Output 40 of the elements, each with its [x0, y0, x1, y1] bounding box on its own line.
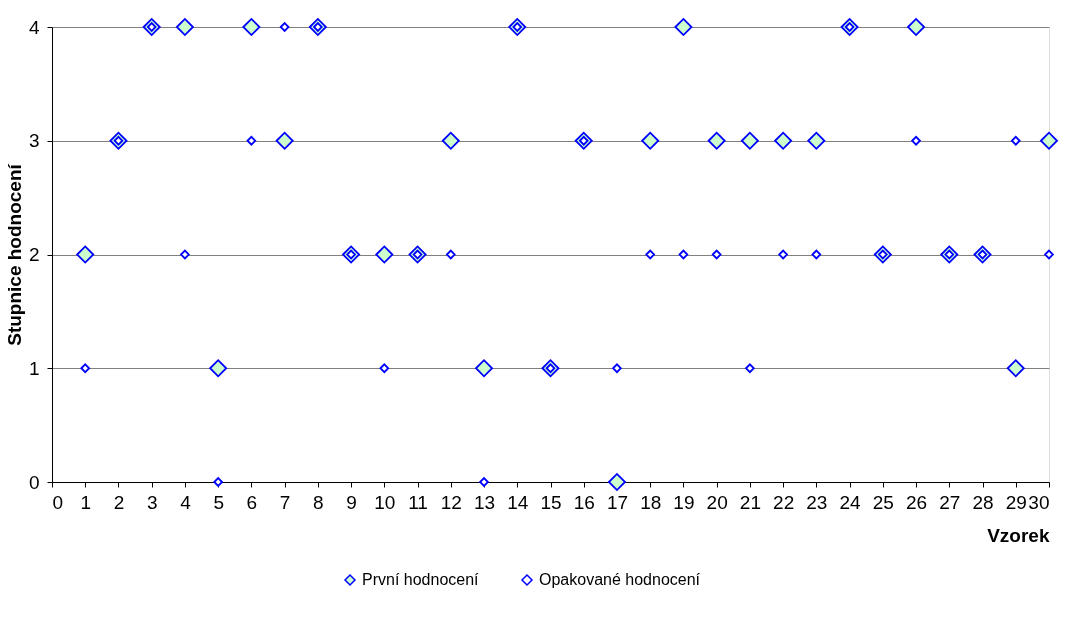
x-tick-label: 12 [440, 491, 462, 513]
x-tick-label: 26 [906, 491, 928, 513]
x-tick-label: 23 [806, 491, 828, 513]
y-tick-label: 2 [28, 244, 40, 265]
x-tick-label: 14 [507, 491, 529, 513]
x-tick-label: 13 [473, 491, 496, 513]
x-tick-label: 21 [739, 491, 761, 513]
x-tick-label: 22 [773, 491, 795, 513]
x-tick-label: 25 [872, 491, 894, 513]
y-tick-label: 3 [28, 130, 40, 152]
y-tick-label: 0 [28, 471, 40, 493]
y-tick-label: 1 [28, 357, 40, 379]
x-axis-title: Vzorek [987, 524, 1050, 546]
y-axis-title: Stupnice hodnocení [3, 163, 25, 346]
x-tick-label: 15 [540, 491, 562, 513]
x-tick-label: 29 [1005, 491, 1027, 513]
x-tick-label: 4 [180, 491, 192, 513]
x-tick-label: 5 [213, 491, 224, 513]
x-tick-label: 2 [113, 491, 125, 513]
x-tick-label: 11 [408, 491, 428, 513]
x-tick-label: 18 [640, 491, 662, 513]
x-tick-label: 20 [706, 491, 728, 513]
legend-label: První hodnocení [362, 571, 480, 588]
x-tick-label: 27 [939, 491, 961, 513]
x-tick-label: 19 [673, 491, 695, 513]
x-tick-label: 6 [246, 491, 258, 513]
x-tick-label: 28 [972, 491, 994, 513]
x-tick-label: 0 [52, 491, 64, 513]
x-tick-label: 1 [80, 491, 92, 513]
x-tick-label: 10 [374, 491, 396, 513]
legend-label: Opakované hodnocení [539, 571, 701, 588]
x-tick-label: 17 [606, 491, 629, 513]
x-tick-label: 7 [279, 491, 291, 513]
x-tick-label: 3 [146, 491, 158, 513]
x-tick-label: 24 [839, 491, 862, 513]
x-tick-label: 30 [1028, 491, 1050, 513]
y-tick-label: 4 [28, 16, 40, 38]
x-tick-label: 9 [346, 491, 357, 513]
x-tick-label: 8 [313, 491, 324, 513]
x-tick-label: 16 [573, 491, 595, 513]
